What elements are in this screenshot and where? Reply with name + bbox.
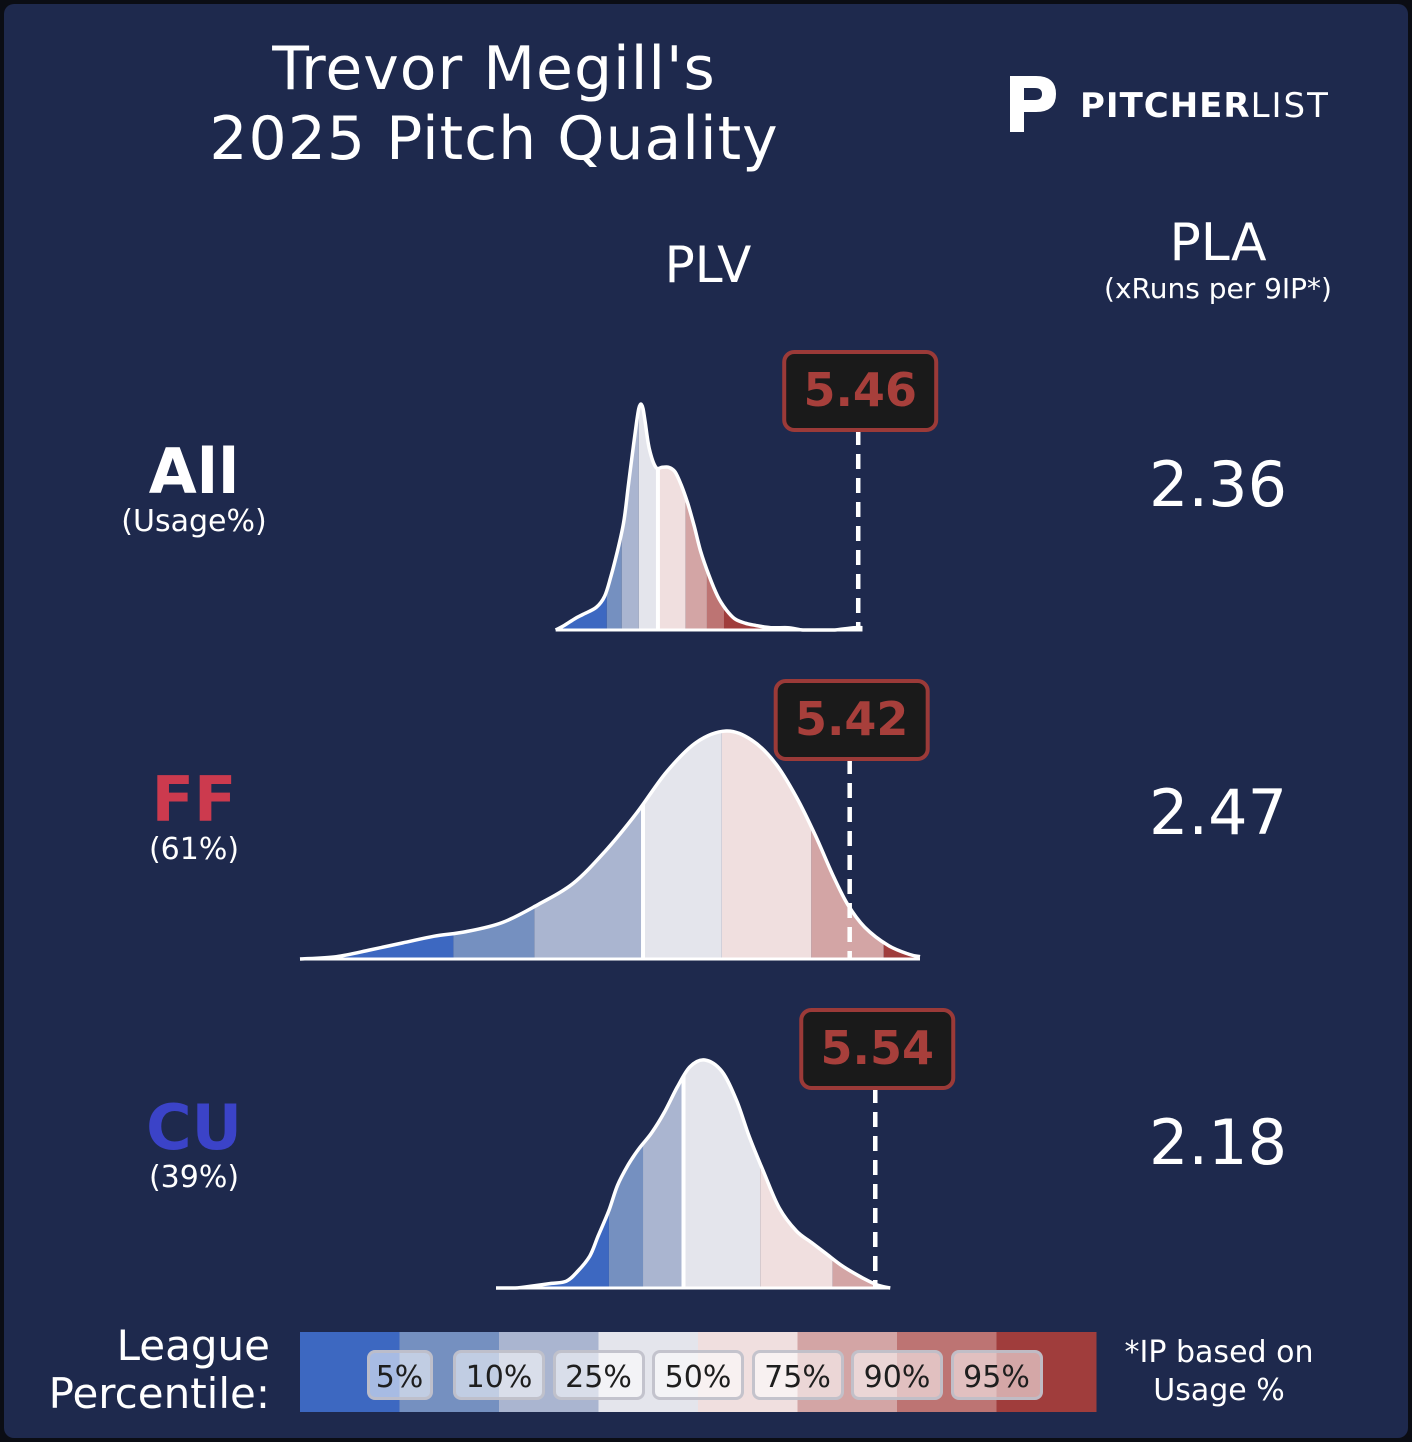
figure-background: Trevor Megill's 2025 Pitch Quality PITCH…	[4, 4, 1408, 1438]
pitcherlist-p-icon	[1010, 76, 1056, 132]
row-usage: (Usage%)	[121, 504, 267, 539]
row-name: All	[148, 435, 240, 508]
ip-footnote-line-2: Usage %	[1153, 1373, 1285, 1408]
pla-header: PLA	[1169, 213, 1267, 273]
chart-title: Trevor Megill's 2025 Pitch Quality	[144, 34, 844, 174]
percentile-pill: 25%	[552, 1350, 645, 1400]
row-label-all: All (Usage%)	[44, 440, 344, 540]
pla-value-all: 2.36	[1148, 448, 1288, 521]
row-label-cu: CU (39%)	[44, 1096, 344, 1196]
percentile-band	[300, 730, 454, 959]
pitcherlist-logo: PITCHERLIST	[1004, 72, 1364, 142]
pla-value-cu: 2.18	[1148, 1106, 1288, 1179]
legend-title-line-1: League	[116, 1321, 270, 1370]
plv-distribution-plot: 5.46 5.42 5.54	[299, 350, 1097, 1412]
percentile-band	[657, 404, 686, 630]
ip-footnote: *IP based on Usage %	[1094, 1334, 1344, 1410]
ip-footnote-line-1: *IP based on	[1124, 1335, 1314, 1370]
plv-header: PLV	[664, 236, 752, 294]
logo-wordmark-bold: PITCHER	[1080, 86, 1251, 126]
plv-value-box	[782, 350, 939, 432]
percentile-pill: 95%	[950, 1350, 1043, 1400]
percentile-pill: 10%	[453, 1350, 545, 1400]
percentile-pill: 75%	[751, 1350, 844, 1400]
percentile-band	[643, 1059, 684, 1288]
density-curve-cu	[496, 1058, 891, 1290]
percentile-pill: 5%	[366, 1350, 433, 1400]
pla-subheader: (xRuns per 9IP*)	[1104, 272, 1332, 305]
percentile-pill: 50%	[652, 1350, 744, 1400]
logo-wordmark-light: LIST	[1250, 86, 1330, 126]
title-line-1: Trevor Megill's	[272, 34, 716, 104]
percentile-band	[453, 730, 535, 959]
percentile-band	[608, 1059, 644, 1288]
plv-value-label: 5.46	[803, 363, 917, 417]
plv-value-box	[799, 1008, 956, 1090]
percentile-band	[534, 730, 644, 959]
logo-wordmark: PITCHERLIST	[1080, 86, 1330, 126]
pla-value-ff: 2.47	[1148, 776, 1288, 849]
density-curve-all	[554, 402, 863, 632]
title-line-2: 2025 Pitch Quality	[209, 104, 779, 174]
percentile-band	[555, 404, 607, 630]
plv-value-label: 5.54	[821, 1021, 935, 1075]
row-label-ff: FF (61%)	[44, 768, 344, 868]
row-usage: (39%)	[148, 1160, 240, 1195]
percentile-band	[683, 1059, 761, 1288]
plv-value-box	[773, 679, 930, 761]
legend-title-line-2: Percentile:	[48, 1369, 270, 1418]
row-name: FF	[151, 763, 237, 836]
percentile-band	[638, 404, 658, 630]
percentile-band	[643, 730, 722, 959]
row-name: CU	[146, 1091, 242, 1164]
row-usage: (61%)	[148, 832, 240, 867]
percentile-band	[606, 404, 622, 630]
plv-value-label: 5.42	[795, 692, 909, 746]
percentile-pill: 90%	[851, 1350, 943, 1400]
legend-title: League Percentile:	[24, 1322, 270, 1418]
